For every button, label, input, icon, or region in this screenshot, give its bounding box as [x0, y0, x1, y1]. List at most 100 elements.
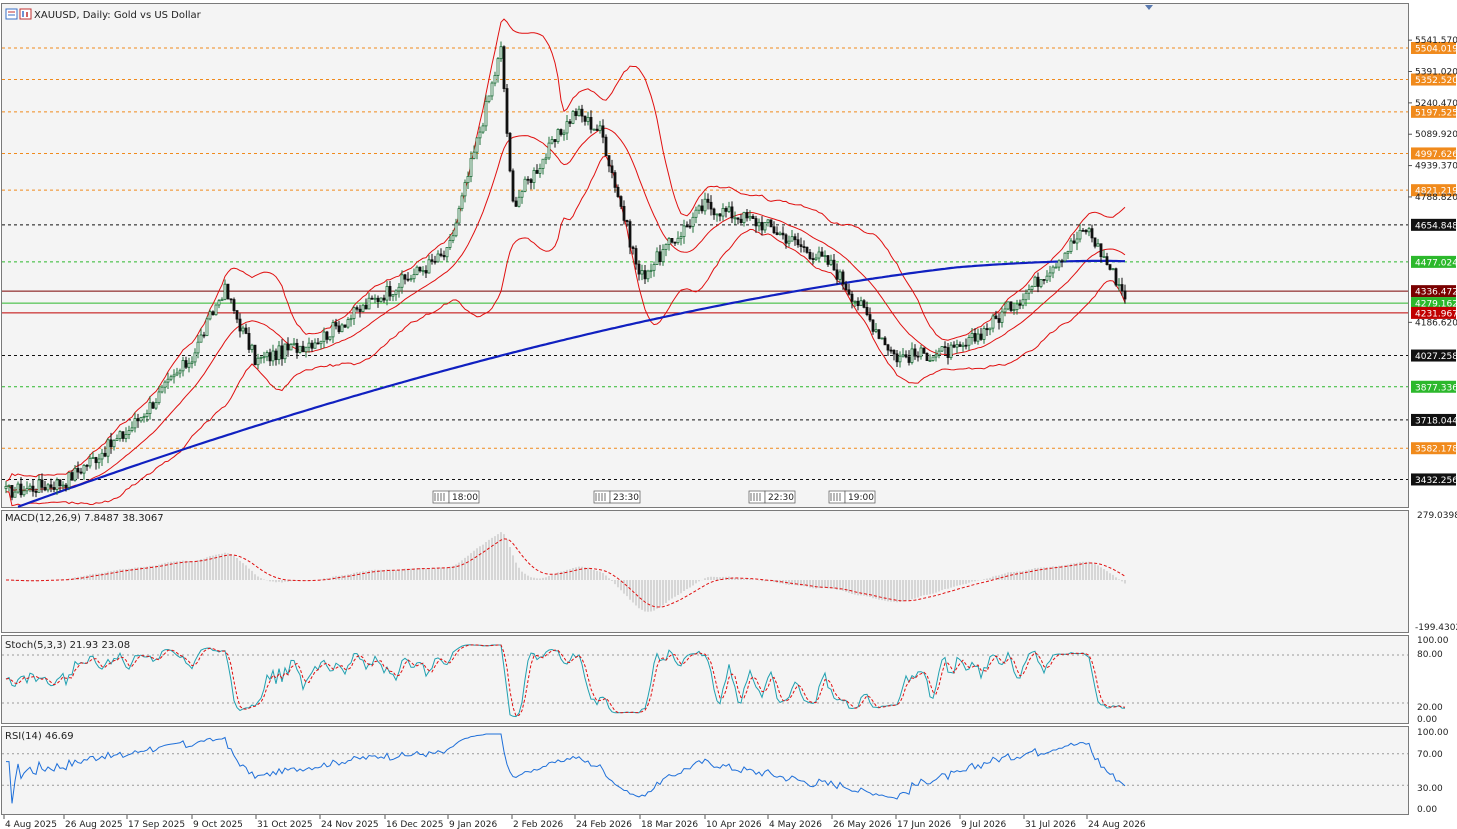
candle-body: [367, 297, 371, 310]
candle-body: [16, 483, 20, 493]
candle-body: [670, 238, 674, 243]
level-price-tag: [1411, 147, 1456, 160]
candle-body: [826, 255, 830, 265]
candle-body: [217, 300, 221, 306]
candle-body: [88, 457, 92, 467]
candle-body: [697, 205, 701, 211]
candle-body: [997, 318, 1001, 323]
candle-body: [919, 347, 923, 357]
candle-body: [163, 381, 167, 388]
candle-body: [457, 208, 461, 224]
candle-body: [1009, 301, 1013, 311]
candle-body: [676, 237, 680, 244]
candle-body: [487, 95, 491, 102]
price-scale: 5541.570 5391.020 5240.470 5089.920 4939.370…: [1408, 36, 1457, 328]
candle-body: [841, 271, 845, 285]
candle-body: [280, 345, 284, 360]
price-pane[interactable]: [1, 3, 1409, 508]
candle-body: [1063, 252, 1067, 262]
candle-body: [100, 452, 104, 460]
candle-body: [139, 417, 143, 422]
candle-body: [490, 82, 494, 97]
candle-body: [469, 158, 473, 177]
candle-body: [1123, 290, 1127, 300]
candle-body: [484, 100, 488, 127]
candle-body: [1066, 251, 1070, 254]
candle-body: [730, 206, 734, 219]
candle-body: [373, 297, 377, 300]
candle-body: [337, 325, 341, 333]
level-price-label: 3718.044: [1415, 416, 1457, 426]
candle-body: [172, 374, 176, 378]
candle-body: [1093, 237, 1097, 247]
candle-body: [445, 247, 449, 258]
candle-body: [922, 347, 926, 354]
candle-body: [988, 327, 992, 331]
candle-body: [529, 179, 533, 183]
candle-body: [715, 213, 719, 216]
candle-body: [376, 297, 380, 302]
candle-body: [895, 353, 899, 363]
candle-body: [535, 170, 539, 174]
candle-body: [1012, 309, 1016, 311]
candle-body: [838, 271, 842, 280]
candle-body: [931, 356, 935, 361]
candle-body: [439, 253, 443, 256]
time-label: 2 Feb 2026: [513, 820, 564, 829]
chart-shift-marker-icon[interactable]: [1145, 5, 1153, 10]
rsi-pane[interactable]: [1, 726, 1409, 815]
long-moving-average: [17, 259, 1125, 508]
candle-body: [949, 344, 953, 358]
candle-body: [370, 297, 374, 300]
candle-body: [265, 352, 269, 358]
symbol-icon[interactable]: [19, 8, 32, 20]
candle-body: [667, 238, 671, 245]
candle-body: [865, 306, 869, 315]
candle-body: [649, 269, 653, 272]
candle-body: [79, 471, 83, 474]
candle-body: [493, 74, 497, 84]
candle-body: [112, 440, 116, 448]
candle-body: [25, 488, 29, 492]
candle-body: [403, 274, 407, 280]
candle-body: [40, 479, 44, 488]
candle-body: [787, 240, 791, 244]
candle-body: [1018, 303, 1022, 306]
candle-body: [4, 486, 8, 489]
level-price-tag: [1411, 105, 1456, 118]
candle-body: [757, 221, 761, 227]
candle-body: [958, 344, 962, 347]
level-price-tag: [1411, 285, 1456, 298]
time-axis: 4 Aug 2025 26 Aug 2025 17 Sep 2025 9 Oct 20…: [3, 815, 1146, 829]
candle-body: [211, 311, 215, 316]
candle-body: [910, 348, 914, 363]
price-tick-label: 4939.370: [1415, 162, 1457, 172]
candle-body: [964, 344, 968, 347]
candle-body: [814, 257, 818, 261]
candle-body: [547, 142, 551, 159]
macd-min-label: -199.4302: [1415, 623, 1457, 633]
candle-body: [187, 362, 191, 368]
candle-body: [145, 413, 149, 417]
stochastic-pane[interactable]: [1, 635, 1409, 724]
candle-body: [115, 438, 119, 441]
candle-body: [682, 225, 686, 237]
time-label: 31 Oct 2025: [257, 820, 313, 829]
time-label: 4 Aug 2025: [5, 820, 57, 829]
chart-menu-icon[interactable]: [5, 8, 18, 20]
candle-body: [301, 345, 305, 353]
candle-body: [421, 270, 425, 272]
level-price-tag: [1411, 218, 1456, 231]
macd-pane[interactable]: [1, 510, 1409, 633]
candle-body: [619, 196, 623, 207]
candle-body: [346, 319, 350, 328]
candle-body: [205, 318, 209, 336]
candle-body: [55, 479, 59, 490]
candle-body: [133, 418, 137, 429]
candle-body: [481, 125, 485, 133]
candle-body: [643, 270, 647, 280]
candle-body: [538, 168, 542, 174]
candle-body: [340, 324, 344, 333]
bollinger-lower: [5, 155, 1126, 507]
